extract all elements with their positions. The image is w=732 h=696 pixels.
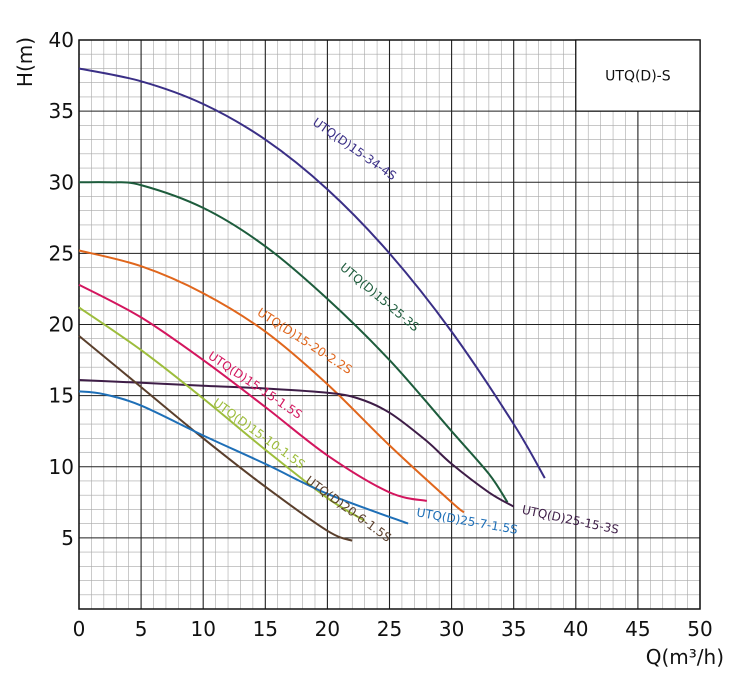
series-line-0 bbox=[78, 67, 546, 479]
series-line-2 bbox=[78, 249, 465, 514]
series-line-4 bbox=[78, 283, 428, 502]
x-axis-ticks: 0 5 10 15 20 25 30 35 40 45 50 bbox=[73, 617, 713, 641]
y-tick-label: 15 bbox=[49, 384, 74, 408]
x-tick-label: 35 bbox=[501, 617, 526, 641]
y-tick-label: 25 bbox=[49, 241, 74, 265]
series-label-7: UTQ(D)25-7-1.5S bbox=[416, 505, 519, 537]
y-tick-label: 10 bbox=[49, 455, 74, 479]
series-line-6 bbox=[78, 335, 353, 542]
x-tick-label: 15 bbox=[253, 617, 278, 641]
series-label-3: UTQ(D)25-15-3S bbox=[521, 503, 620, 537]
series-line-7 bbox=[78, 390, 409, 525]
x-axis-label: Q(m³/h) bbox=[646, 645, 724, 669]
series-line-1 bbox=[78, 181, 509, 503]
x-tick-label: 50 bbox=[687, 617, 712, 641]
series-lines bbox=[78, 67, 546, 542]
series-label-6: UTQ(D)20-6-1.5S bbox=[303, 473, 394, 545]
x-tick-label: 30 bbox=[439, 617, 464, 641]
y-axis-ticks: 5 10 15 20 25 30 35 40 bbox=[49, 28, 74, 550]
x-tick-label: 0 bbox=[73, 617, 86, 641]
series-line-3 bbox=[78, 379, 515, 508]
x-tick-label: 20 bbox=[315, 617, 340, 641]
model-label-box-frame bbox=[575, 39, 701, 112]
y-axis-label: H(m) bbox=[13, 37, 37, 87]
model-label: UTQ(D)-S bbox=[605, 69, 671, 85]
x-tick-label: 5 bbox=[135, 617, 148, 641]
y-tick-label: 30 bbox=[49, 170, 74, 194]
x-tick-label: 25 bbox=[377, 617, 402, 641]
series-line-5 bbox=[78, 306, 366, 522]
y-tick-label: 20 bbox=[49, 313, 74, 337]
series-label-1: UTQ(D)15-25-3S bbox=[337, 260, 422, 334]
x-tick-label: 40 bbox=[563, 617, 588, 641]
x-tick-label: 45 bbox=[625, 617, 650, 641]
y-tick-label: 35 bbox=[49, 99, 74, 123]
model-label-box: UTQ(D)-S bbox=[575, 39, 701, 112]
plot-frame bbox=[78, 39, 701, 610]
series-labels: UTQ(D)15-34-4SUTQ(D)15-25-3SUTQ(D)15-20-… bbox=[206, 115, 621, 545]
x-tick-label: 10 bbox=[190, 617, 215, 641]
y-tick-label: 40 bbox=[49, 28, 74, 52]
y-tick-label: 5 bbox=[61, 526, 74, 550]
